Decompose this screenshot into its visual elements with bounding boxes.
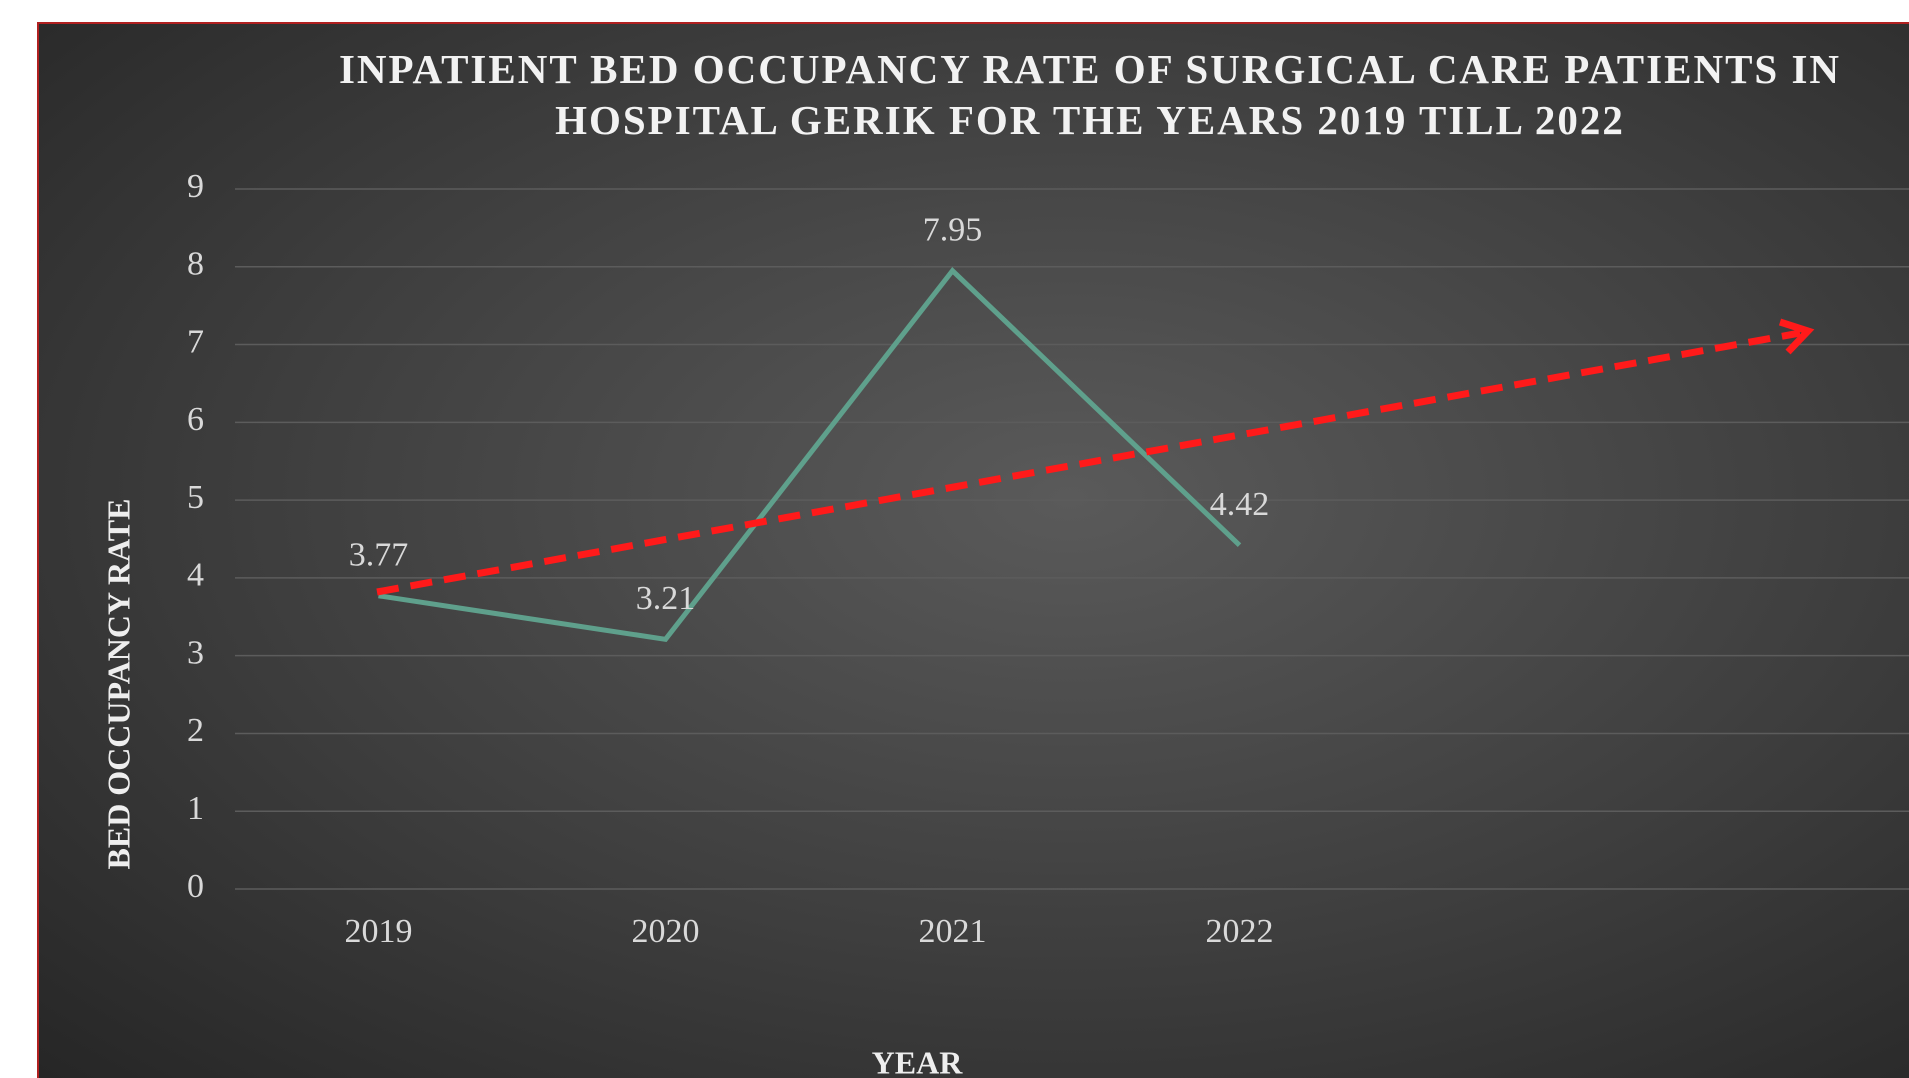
y-tick-label: 6: [187, 401, 204, 438]
y-tick-label: 4: [187, 557, 204, 594]
x-tick-label: 2022: [1206, 913, 1274, 950]
data-label: 4.42: [1210, 486, 1270, 523]
y-tick-label: 0: [187, 868, 204, 905]
x-tick-label: 2020: [632, 913, 700, 950]
trend-arrow: [377, 333, 1800, 592]
y-tick-label: 5: [187, 479, 204, 516]
chart: BED OCCUPANCY RATE YEAR 0 1 2 3 4 5 6 7 8 9 2019 20…: [0, 0, 1909, 1076]
x-axis-title: YEAR: [872, 1044, 964, 1076]
x-tick-label: 2019: [345, 913, 413, 950]
x-tick-label: 2021: [919, 913, 987, 950]
y-tick-label: 1: [187, 790, 204, 827]
y-tick-label: 2: [187, 712, 204, 749]
data-label: 3.77: [349, 537, 409, 574]
y-tick-label: 7: [187, 323, 204, 360]
data-line: [379, 271, 1240, 640]
data-label: 7.95: [923, 211, 983, 248]
y-tick-label: 3: [187, 634, 204, 671]
data-label: 3.21: [636, 580, 696, 617]
y-tick-label: 9: [187, 168, 204, 205]
y-tick-label: 8: [187, 246, 204, 283]
y-axis-title: BED OCCUPANCY RATE: [100, 499, 136, 870]
page: INPATIENT BED OCCUPANCY RATE OF SURGICAL…: [0, 0, 1909, 1076]
